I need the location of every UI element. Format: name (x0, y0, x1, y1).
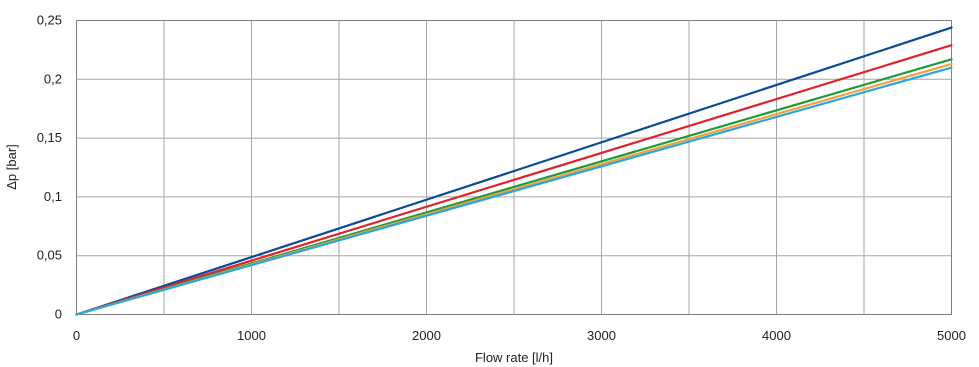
x-tick-label: 1000 (237, 328, 266, 343)
grid-lines (76, 20, 952, 315)
plot-frame (76, 20, 952, 315)
y-tick-labels: 0 0,05 0,1 0,15 0,2 0,25 (37, 13, 62, 322)
x-tick-label: 2000 (412, 328, 441, 343)
y-tick-label: 0,2 (44, 71, 62, 86)
x-tick-label: 4000 (762, 328, 791, 343)
y-axis-label: Δp [bar] (4, 144, 19, 190)
x-tick-label: 0 (73, 328, 80, 343)
y-tick-label: 0,15 (37, 130, 62, 145)
x-tick-labels: 0 1000 2000 3000 4000 5000 (73, 328, 966, 343)
x-tick-label: 5000 (937, 328, 966, 343)
series-line-1 (75, 26, 953, 316)
series-lines (75, 26, 953, 316)
series-line-5 (75, 66, 953, 316)
y-tick-label: 0,05 (37, 248, 62, 263)
y-tick-label: 0,25 (37, 13, 62, 28)
series-line-2 (75, 44, 953, 316)
x-tick-label: 3000 (587, 328, 616, 343)
y-tick-label: 0 (55, 307, 62, 322)
y-tick-label: 0,1 (44, 189, 62, 204)
x-axis-label: Flow rate [l/h] (475, 350, 553, 365)
